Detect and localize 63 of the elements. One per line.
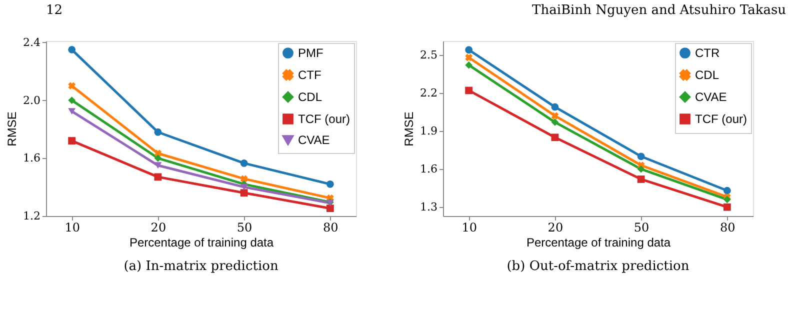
point — [551, 103, 559, 111]
y-tick-label: 2.4 — [23, 36, 40, 49]
y-axis-title: RMSE — [5, 112, 20, 146]
point — [240, 184, 248, 190]
y-tick-label: 1.6 — [23, 152, 40, 165]
x-tick-label: 80 — [323, 220, 338, 234]
y-tick-label: 2.2 — [420, 86, 438, 100]
point — [68, 96, 76, 104]
point — [637, 152, 645, 160]
x-tick-label: 20 — [548, 220, 564, 234]
point — [154, 173, 162, 181]
point — [465, 61, 473, 69]
legend-label: CTR — [695, 46, 720, 60]
point — [551, 118, 559, 126]
y-tick-label: 2.0 — [23, 94, 40, 107]
point — [240, 160, 248, 167]
legend-label: TCF (our) — [298, 112, 350, 126]
point — [465, 54, 473, 62]
legend-label: TCF (our) — [695, 112, 747, 126]
point — [637, 176, 645, 183]
legend-label: CDL — [298, 90, 322, 104]
x-axis-title: Percentage of training data — [129, 236, 274, 250]
point — [465, 86, 473, 94]
point — [240, 189, 248, 197]
point — [68, 137, 76, 144]
legend-label: CDL — [695, 68, 720, 82]
point — [326, 180, 334, 188]
point — [68, 108, 76, 114]
point — [240, 175, 248, 183]
text: (a) In-matrix prediction — [124, 259, 279, 274]
legend-label: CTF — [298, 68, 322, 82]
x-tick-label: 10 — [64, 220, 80, 234]
y-tick-label: 1.6 — [420, 162, 438, 176]
legend-label: CVAE — [298, 133, 330, 147]
text: (b) Out-of-matrix prediction — [506, 259, 690, 274]
text: 12 — [46, 3, 63, 18]
point — [465, 46, 473, 54]
point — [154, 128, 162, 136]
point — [326, 204, 334, 212]
point — [68, 46, 76, 54]
x-axis-title: Percentage of training data — [526, 236, 671, 250]
point — [551, 134, 559, 142]
point — [154, 154, 162, 162]
legend-label: PMF — [298, 46, 324, 60]
y-tick-label: 1.2 — [23, 210, 40, 222]
point — [637, 165, 645, 173]
point — [723, 186, 731, 194]
x-tick-label: 20 — [150, 220, 166, 234]
text: ThaiBinh Nguyen and Atsuhiro Takasu — [532, 3, 786, 18]
point — [551, 112, 559, 120]
y-axis-title: RMSE — [402, 112, 416, 146]
point — [723, 203, 731, 211]
x-tick-label: 80 — [720, 220, 736, 234]
y-tick-label: 1.9 — [420, 124, 438, 138]
x-tick-label: 50 — [236, 220, 252, 234]
y-tick-label: 1.3 — [420, 200, 438, 214]
point — [154, 162, 162, 169]
x-tick-label: 10 — [462, 220, 477, 234]
x-tick-label: 50 — [634, 220, 650, 234]
point — [68, 82, 76, 90]
legend-label: CVAE — [695, 90, 727, 104]
point — [723, 196, 731, 204]
y-tick-label: 2.5 — [420, 48, 438, 62]
